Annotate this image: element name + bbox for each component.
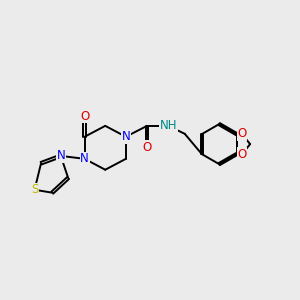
- Text: O: O: [237, 127, 247, 140]
- Text: O: O: [80, 110, 89, 123]
- Text: N: N: [56, 149, 65, 162]
- Text: N: N: [80, 152, 89, 165]
- Text: N: N: [122, 130, 130, 143]
- Text: S: S: [31, 183, 38, 196]
- Text: O: O: [237, 148, 247, 161]
- Text: O: O: [142, 141, 152, 154]
- Text: NH: NH: [160, 119, 177, 132]
